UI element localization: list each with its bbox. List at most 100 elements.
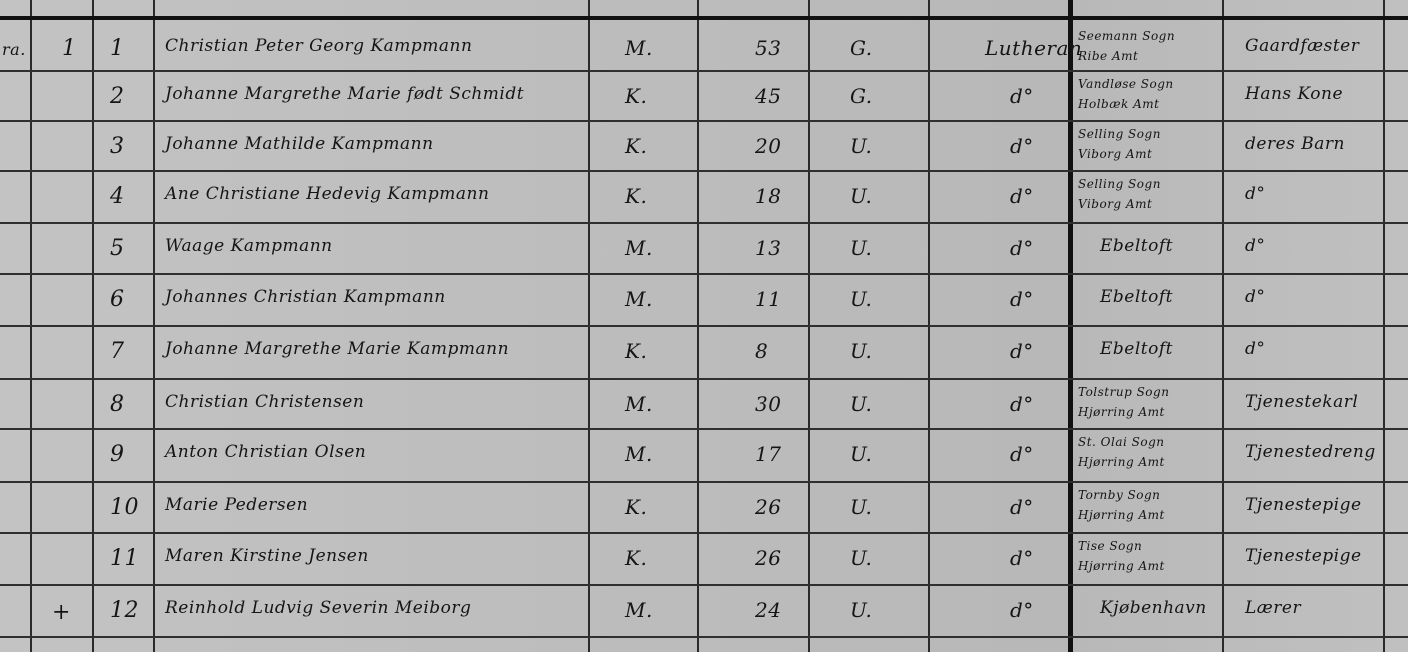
- row-rule: [0, 378, 1408, 380]
- cell-birthplace: Kjøbenhavn: [1100, 598, 1207, 618]
- cell-birthplace: Vandløse Sogn: [1078, 77, 1174, 91]
- cell-birthplace: Tolstrup Sogn: [1078, 385, 1170, 399]
- row-rule: [0, 120, 1408, 122]
- cell-religion: d°: [1010, 442, 1034, 466]
- cell-position: Tjenestekarl: [1245, 392, 1359, 412]
- cell-birthplace: Viborg Amt: [1078, 197, 1153, 211]
- cell-religion: d°: [1010, 134, 1034, 158]
- cell-religion: d°: [1010, 339, 1034, 363]
- cell-status: U.: [850, 287, 873, 311]
- cell-birthplace: Hjørring Amt: [1078, 405, 1165, 419]
- row-rule: [0, 532, 1408, 534]
- cell-position: deres Barn: [1245, 134, 1345, 154]
- cell-status: U.: [850, 495, 873, 519]
- cell-name: Christian Peter Georg Kampmann: [165, 36, 473, 56]
- cell-religion: d°: [1010, 495, 1034, 519]
- cell-no: 11: [110, 546, 139, 571]
- cell-sex: K.: [625, 184, 648, 208]
- cell-sex: K.: [625, 134, 648, 158]
- row-rule: [0, 325, 1408, 327]
- cell-status: G.: [850, 36, 873, 60]
- cell-religion: d°: [1010, 598, 1034, 622]
- row-rule: [0, 170, 1408, 172]
- cell-sex: M.: [625, 236, 653, 260]
- cell-no: 6: [110, 287, 125, 312]
- cell-position: Tjenestedreng: [1245, 442, 1376, 462]
- cell-birthplace: Tise Sogn: [1078, 539, 1143, 553]
- cell-sex: K.: [625, 495, 648, 519]
- cell-birthplace: Ribe Amt: [1078, 49, 1139, 63]
- cell-position: Tjenestepige: [1245, 495, 1362, 515]
- cell-name: Ane Christiane Hedevig Kampmann: [165, 184, 490, 204]
- cell-age: 30: [755, 392, 782, 416]
- cell-birthplace: Selling Sogn: [1078, 177, 1161, 191]
- cell-religion: d°: [1010, 236, 1034, 260]
- cell-status: G.: [850, 84, 873, 108]
- cell-status: U.: [850, 339, 873, 363]
- cell-religion: d°: [1010, 287, 1034, 311]
- cell-no: 12: [110, 598, 139, 623]
- row-rule: [0, 428, 1408, 430]
- cell-status: U.: [850, 184, 873, 208]
- cell-religion: d°: [1010, 546, 1034, 570]
- cell-position: Tjenestepige: [1245, 546, 1362, 566]
- cell-name: Johanne Margrethe Marie født Schmidt: [165, 84, 525, 104]
- cell-no: 3: [110, 134, 125, 159]
- cell-position: Gaardfæster: [1245, 36, 1360, 56]
- cell-age: 17: [755, 442, 782, 466]
- cell-religion: d°: [1010, 84, 1034, 108]
- cell-age: 26: [755, 546, 782, 570]
- cell-name: Waage Kampmann: [165, 236, 333, 256]
- cell-age: 8: [755, 339, 769, 363]
- cell-age: 45: [755, 84, 782, 108]
- cross-mark: +: [52, 600, 71, 625]
- cell-birthplace: Viborg Amt: [1078, 147, 1153, 161]
- cell-sex: K.: [625, 546, 648, 570]
- cell-status: U.: [850, 546, 873, 570]
- cell-position: Hans Kone: [1245, 84, 1344, 104]
- row-rule: [0, 481, 1408, 483]
- cell-name: Reinhold Ludvig Severin Meiborg: [165, 598, 472, 618]
- cell-name: Johanne Margrethe Marie Kampmann: [165, 339, 510, 359]
- cell-birthplace: Selling Sogn: [1078, 127, 1161, 141]
- cell-position: d°: [1245, 287, 1266, 307]
- cell-no: 1: [110, 36, 125, 61]
- row-rule: [0, 222, 1408, 224]
- cell-birthplace: Hjørring Amt: [1078, 559, 1165, 573]
- margin-mark: ra.: [2, 40, 26, 59]
- cell-no: 10: [110, 495, 139, 520]
- household-number: 1: [62, 36, 77, 61]
- cell-sex: M.: [625, 442, 653, 466]
- cell-status: U.: [850, 236, 873, 260]
- cell-religion: Lutheran: [985, 36, 1083, 60]
- cell-birthplace: Holbæk Amt: [1078, 97, 1160, 111]
- cell-name: Johanne Mathilde Kampmann: [165, 134, 434, 154]
- cell-birthplace: Seemann Sogn: [1078, 29, 1176, 43]
- cell-age: 53: [755, 36, 782, 60]
- cell-birthplace: Hjørring Amt: [1078, 508, 1165, 522]
- cell-age: 20: [755, 134, 782, 158]
- row-rule: [0, 70, 1408, 72]
- cell-age: 18: [755, 184, 782, 208]
- cell-birthplace: Ebeltoft: [1100, 339, 1173, 359]
- cell-name: Johannes Christian Kampmann: [165, 287, 446, 307]
- cell-status: U.: [850, 392, 873, 416]
- cell-age: 26: [755, 495, 782, 519]
- cell-name: Marie Pedersen: [165, 495, 309, 515]
- cell-sex: M.: [625, 287, 653, 311]
- cell-no: 2: [110, 84, 125, 109]
- cell-sex: M.: [625, 598, 653, 622]
- cell-sex: K.: [625, 339, 648, 363]
- cell-position: Lærer: [1245, 598, 1302, 618]
- cell-name: Christian Christensen: [165, 392, 365, 412]
- cell-sex: M.: [625, 36, 653, 60]
- cell-name: Anton Christian Olsen: [165, 442, 367, 462]
- cell-age: 24: [755, 598, 782, 622]
- row-rule: [0, 584, 1408, 586]
- cell-no: 8: [110, 392, 125, 417]
- cell-no: 5: [110, 236, 125, 261]
- cell-position: d°: [1245, 339, 1266, 359]
- cell-sex: M.: [625, 392, 653, 416]
- cell-birthplace: St. Olai Sogn: [1078, 435, 1165, 449]
- cell-birthplace: Ebeltoft: [1100, 287, 1173, 307]
